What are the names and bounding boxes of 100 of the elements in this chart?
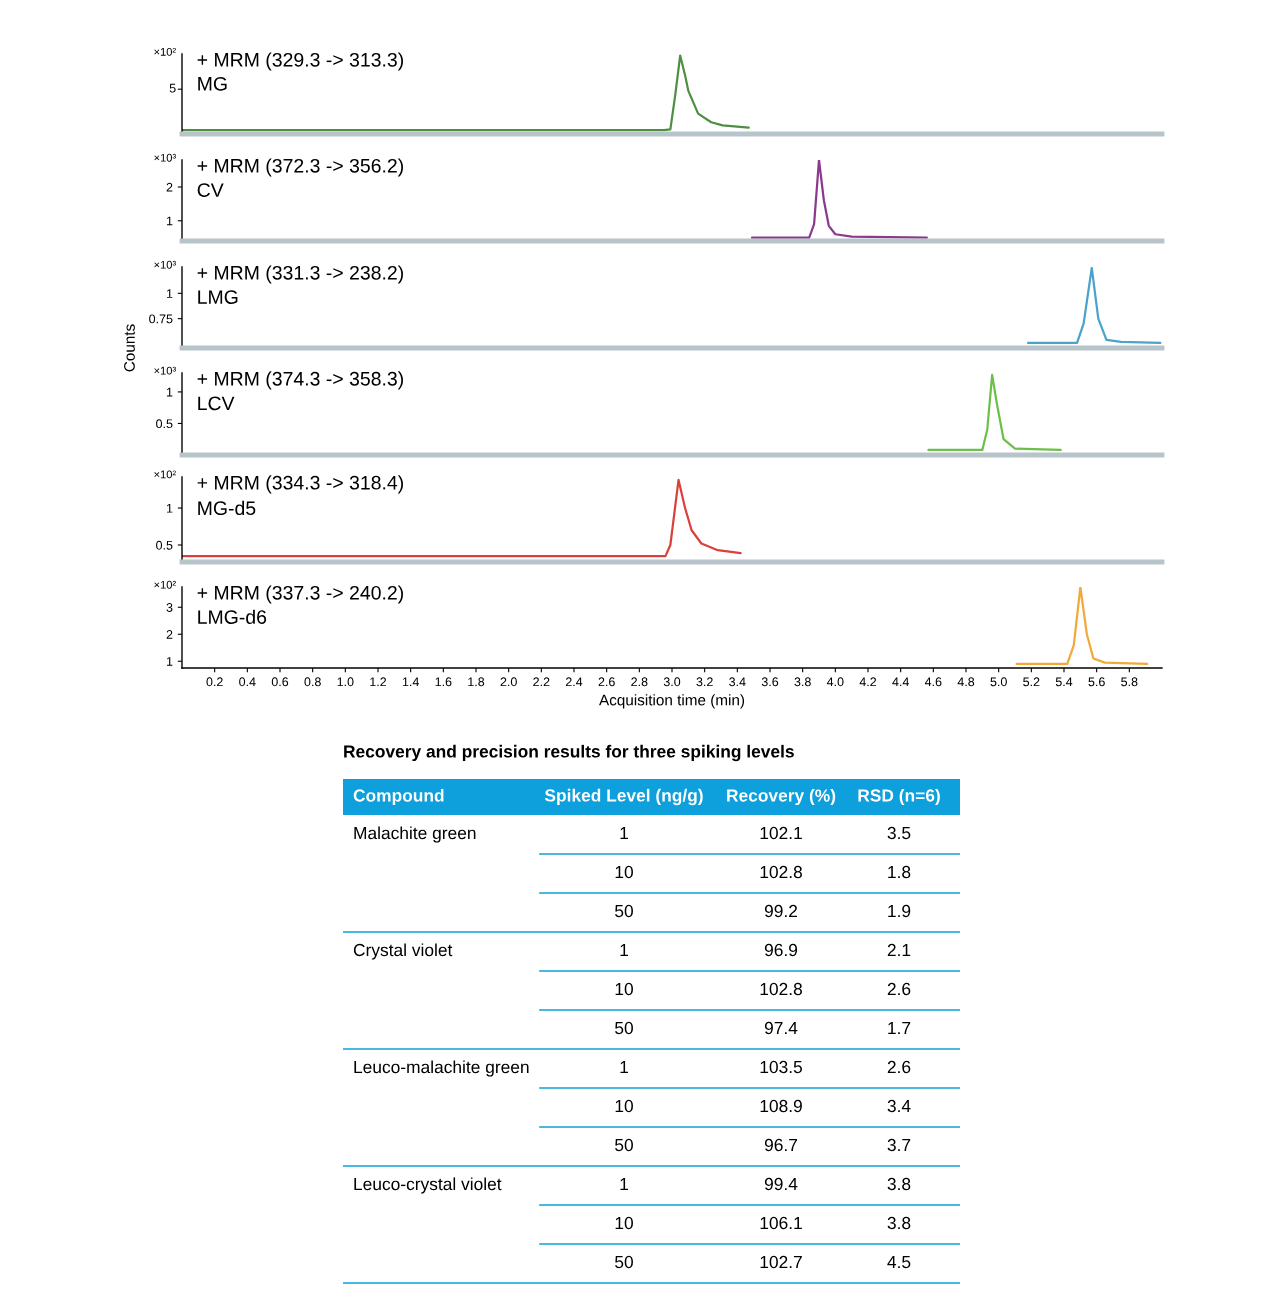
x-tick-label: 1.6 — [435, 677, 452, 687]
text: 96.7 — [764, 1138, 798, 1152]
text: 3.5 — [887, 826, 911, 840]
x-tick-label: 5.0 — [990, 677, 1007, 687]
y-tick-label: 1 — [166, 289, 173, 298]
x-tick-label: 3.8 — [794, 677, 811, 687]
x-tick-label: 1.8 — [468, 677, 485, 687]
y-tick-label: 1 — [166, 503, 173, 513]
y-tick-label: 2 — [166, 630, 173, 639]
chart-title: + MRM (337.3 -> 240.2) — [197, 585, 403, 604]
text: 50 — [615, 1255, 633, 1269]
text: ×10² — [154, 470, 176, 479]
x-tick-label: 5.2 — [1023, 677, 1040, 687]
x-tick-label: 0.4 — [239, 677, 256, 687]
x-tick-label: 1.0 — [337, 677, 354, 687]
line-series — [750, 160, 928, 239]
text: Malachite green — [354, 826, 476, 843]
text: 3.4 — [887, 1099, 911, 1113]
text: 10 — [615, 865, 633, 879]
text: ×10² — [154, 580, 176, 589]
line-series — [1015, 587, 1149, 666]
x-tick-label: 5.8 — [1121, 677, 1138, 687]
chart-title: + MRM (334.3 -> 318.4) — [197, 475, 403, 494]
text: 96.9 — [764, 943, 798, 957]
text: 10 — [615, 982, 633, 996]
x-tick-label: 0.8 — [304, 677, 321, 687]
text: CV — [197, 183, 224, 197]
text: Leuco-malachite green — [354, 1060, 529, 1077]
x-tick-label: 5.6 — [1088, 677, 1105, 687]
text: 97.4 — [764, 1021, 798, 1035]
text: 4.5 — [887, 1256, 911, 1269]
y-tick-label: 3 — [166, 603, 173, 612]
text: 1.7 — [888, 1022, 911, 1034]
text: 1 — [620, 1178, 628, 1190]
text: 103.5 — [760, 1060, 802, 1074]
text: 3.8 — [887, 1216, 911, 1230]
text: 50 — [615, 1021, 633, 1035]
text: Recovery and precision results for three spiking levels — [344, 744, 794, 762]
x-tick-label: 3.2 — [696, 677, 713, 687]
x-tick-label: 4.4 — [892, 677, 909, 687]
x-tick-label: 3.6 — [761, 677, 779, 687]
text: 99.2 — [764, 904, 798, 918]
text: 1.8 — [888, 865, 911, 879]
x-tick-label: 2.2 — [533, 677, 550, 687]
text: 102.8 — [760, 865, 802, 879]
y-tick-label: 2 — [166, 182, 173, 192]
x-tick-label: 2.6 — [598, 677, 615, 687]
text: 1.9 — [888, 904, 911, 918]
text: 1 — [620, 827, 628, 839]
text: 50 — [615, 904, 633, 918]
x-tick-label: 4.6 — [924, 677, 942, 687]
text: 5 — [169, 83, 176, 93]
x-tick-label: 4.0 — [826, 677, 844, 687]
y-tick-label: 0.5 — [156, 419, 173, 429]
text: Crystal violet — [353, 943, 453, 960]
x-tick-label: 2.8 — [631, 677, 648, 687]
y-tick-label: 0.75 — [149, 314, 173, 324]
text: 10 — [615, 1216, 633, 1230]
y-axis-title: Counts — [124, 324, 135, 372]
x-tick-label: 0.6 — [271, 677, 289, 687]
text: 102.8 — [760, 982, 802, 996]
category-label: Compound — [353, 788, 444, 806]
x-tick-label: 2.4 — [565, 677, 583, 687]
text: 102.1 — [760, 826, 802, 840]
text: 10 — [615, 1099, 633, 1113]
y-tick-label: 0.5 — [156, 540, 173, 550]
category-label: Spiked Level (ng/g) — [544, 788, 703, 806]
chart-title: + MRM (331.3 -> 238.2) — [197, 265, 403, 284]
x-tick-label: 3.0 — [663, 677, 681, 687]
text: 102.7 — [760, 1255, 802, 1269]
category-label: RSD (n=6) — [858, 788, 940, 806]
x-tick-label: 5.4 — [1055, 677, 1073, 687]
text: Leuco-crystal violet — [354, 1177, 502, 1194]
chart-title: + MRM (374.3 -> 358.3) — [197, 371, 403, 390]
x-tick-label: 1.2 — [370, 677, 387, 687]
category-label: Recovery (%) — [727, 788, 836, 806]
text: ×10³ — [154, 260, 176, 269]
x-tick-label: 0.2 — [206, 677, 223, 687]
text: 1 — [620, 944, 628, 956]
line-series — [927, 373, 1062, 452]
x-tick-label: 4.8 — [957, 677, 975, 687]
x-tick-label: 1.4 — [402, 677, 419, 687]
chart-title: + MRM (372.3 -> 356.2) — [197, 158, 403, 177]
text: LMG — [198, 290, 238, 304]
y-tick-label: 1 — [166, 387, 173, 397]
text: ×10³ — [154, 366, 176, 375]
text: 3.7 — [887, 1138, 911, 1152]
text: MG-d5 — [198, 500, 256, 516]
text: 2.6 — [887, 1060, 911, 1074]
text: 108.9 — [760, 1099, 802, 1113]
text: MG — [198, 76, 227, 91]
text: ×10³ — [154, 153, 176, 162]
text: 2.6 — [887, 982, 911, 996]
text: 2.1 — [887, 943, 911, 956]
y-tick-label: 1 — [166, 216, 173, 226]
text: LCV — [198, 396, 235, 411]
x-tick-label: 4.2 — [859, 677, 877, 687]
text: 106.1 — [760, 1216, 802, 1230]
x-axis-title: Acquisition time (min) — [599, 694, 745, 709]
y-tick-label: 1 — [166, 657, 173, 666]
